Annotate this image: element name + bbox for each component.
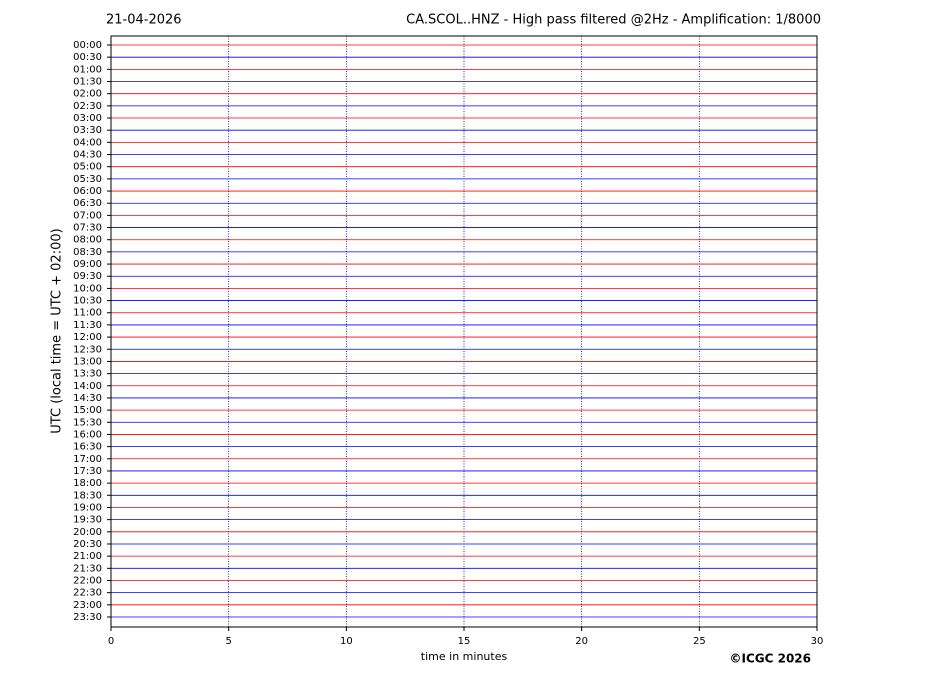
y-tick-label: 07:00 bbox=[73, 210, 102, 221]
y-tick-label: 11:00 bbox=[73, 308, 102, 319]
y-tick-label: 00:00 bbox=[73, 40, 102, 51]
y-tick-label: 18:00 bbox=[73, 478, 102, 489]
y-tick-label: 01:00 bbox=[73, 64, 102, 75]
x-axis-label: time in minutes bbox=[421, 650, 508, 663]
y-tick-label: 09:00 bbox=[73, 259, 102, 270]
y-tick-label: 19:00 bbox=[73, 502, 102, 513]
y-tick-label: 05:00 bbox=[73, 162, 102, 173]
y-tick-label: 17:00 bbox=[73, 454, 102, 465]
y-tick-label: 15:30 bbox=[73, 417, 102, 428]
y-tick-label: 23:30 bbox=[73, 612, 102, 623]
y-tick-label: 22:00 bbox=[73, 575, 102, 586]
y-tick-label: 08:00 bbox=[73, 235, 102, 246]
y-tick-label: 04:00 bbox=[73, 137, 102, 148]
y-tick-label: 20:00 bbox=[73, 527, 102, 538]
y-tick-label: 17:30 bbox=[73, 466, 102, 477]
y-tick-label: 04:30 bbox=[73, 150, 102, 161]
plot-frame bbox=[110, 35, 818, 628]
y-tick-label: 08:30 bbox=[73, 247, 102, 258]
x-tick-label: 5 bbox=[225, 636, 231, 647]
y-tick-label: 21:00 bbox=[73, 551, 102, 562]
y-tick-label: 07:30 bbox=[73, 223, 102, 234]
y-tick-label: 10:00 bbox=[73, 283, 102, 294]
x-tick-label: 0 bbox=[108, 636, 114, 647]
y-tick-label: 01:30 bbox=[73, 77, 102, 88]
chart-date: 21-04-2026 bbox=[106, 13, 182, 28]
chart-title: CA.SCOL..HNZ - High pass filtered @2Hz -… bbox=[406, 13, 821, 28]
y-tick-label: 06:00 bbox=[73, 186, 102, 197]
x-tick-label: 10 bbox=[340, 636, 353, 647]
y-tick-label: 12:30 bbox=[73, 344, 102, 355]
y-tick-label: 05:30 bbox=[73, 174, 102, 185]
y-tick-label: 02:00 bbox=[73, 89, 102, 100]
copyright: ©ICGC 2026 bbox=[729, 652, 811, 666]
y-tick-label: 21:30 bbox=[73, 563, 102, 574]
y-tick-label: 02:30 bbox=[73, 101, 102, 112]
y-tick-label: 03:00 bbox=[73, 113, 102, 124]
y-tick-label: 14:30 bbox=[73, 393, 102, 404]
y-tick-label: 09:30 bbox=[73, 271, 102, 282]
y-tick-label: 16:00 bbox=[73, 429, 102, 440]
x-tick-label: 30 bbox=[811, 636, 824, 647]
y-tick-label: 03:30 bbox=[73, 125, 102, 136]
y-tick-label: 15:00 bbox=[73, 405, 102, 416]
y-tick-label: 13:00 bbox=[73, 356, 102, 367]
y-axis-label: UTC (local time = UTC + 02:00) bbox=[50, 228, 65, 433]
y-tick-label: 06:30 bbox=[73, 198, 102, 209]
y-tick-label: 23:00 bbox=[73, 600, 102, 611]
x-tick-label: 25 bbox=[693, 636, 706, 647]
y-tick-label: 10:30 bbox=[73, 296, 102, 307]
x-tick-label: 20 bbox=[575, 636, 588, 647]
y-tick-label: 13:30 bbox=[73, 369, 102, 380]
y-tick-label: 00:30 bbox=[73, 52, 102, 63]
y-tick-label: 20:30 bbox=[73, 539, 102, 550]
y-tick-label: 11:30 bbox=[73, 320, 102, 331]
y-tick-label: 14:00 bbox=[73, 381, 102, 392]
y-tick-label: 19:30 bbox=[73, 515, 102, 526]
y-tick-label: 12:00 bbox=[73, 332, 102, 343]
y-tick-label: 22:30 bbox=[73, 588, 102, 599]
x-tick-label: 15 bbox=[458, 636, 471, 647]
y-tick-label: 18:30 bbox=[73, 490, 102, 501]
y-tick-label: 16:30 bbox=[73, 442, 102, 453]
